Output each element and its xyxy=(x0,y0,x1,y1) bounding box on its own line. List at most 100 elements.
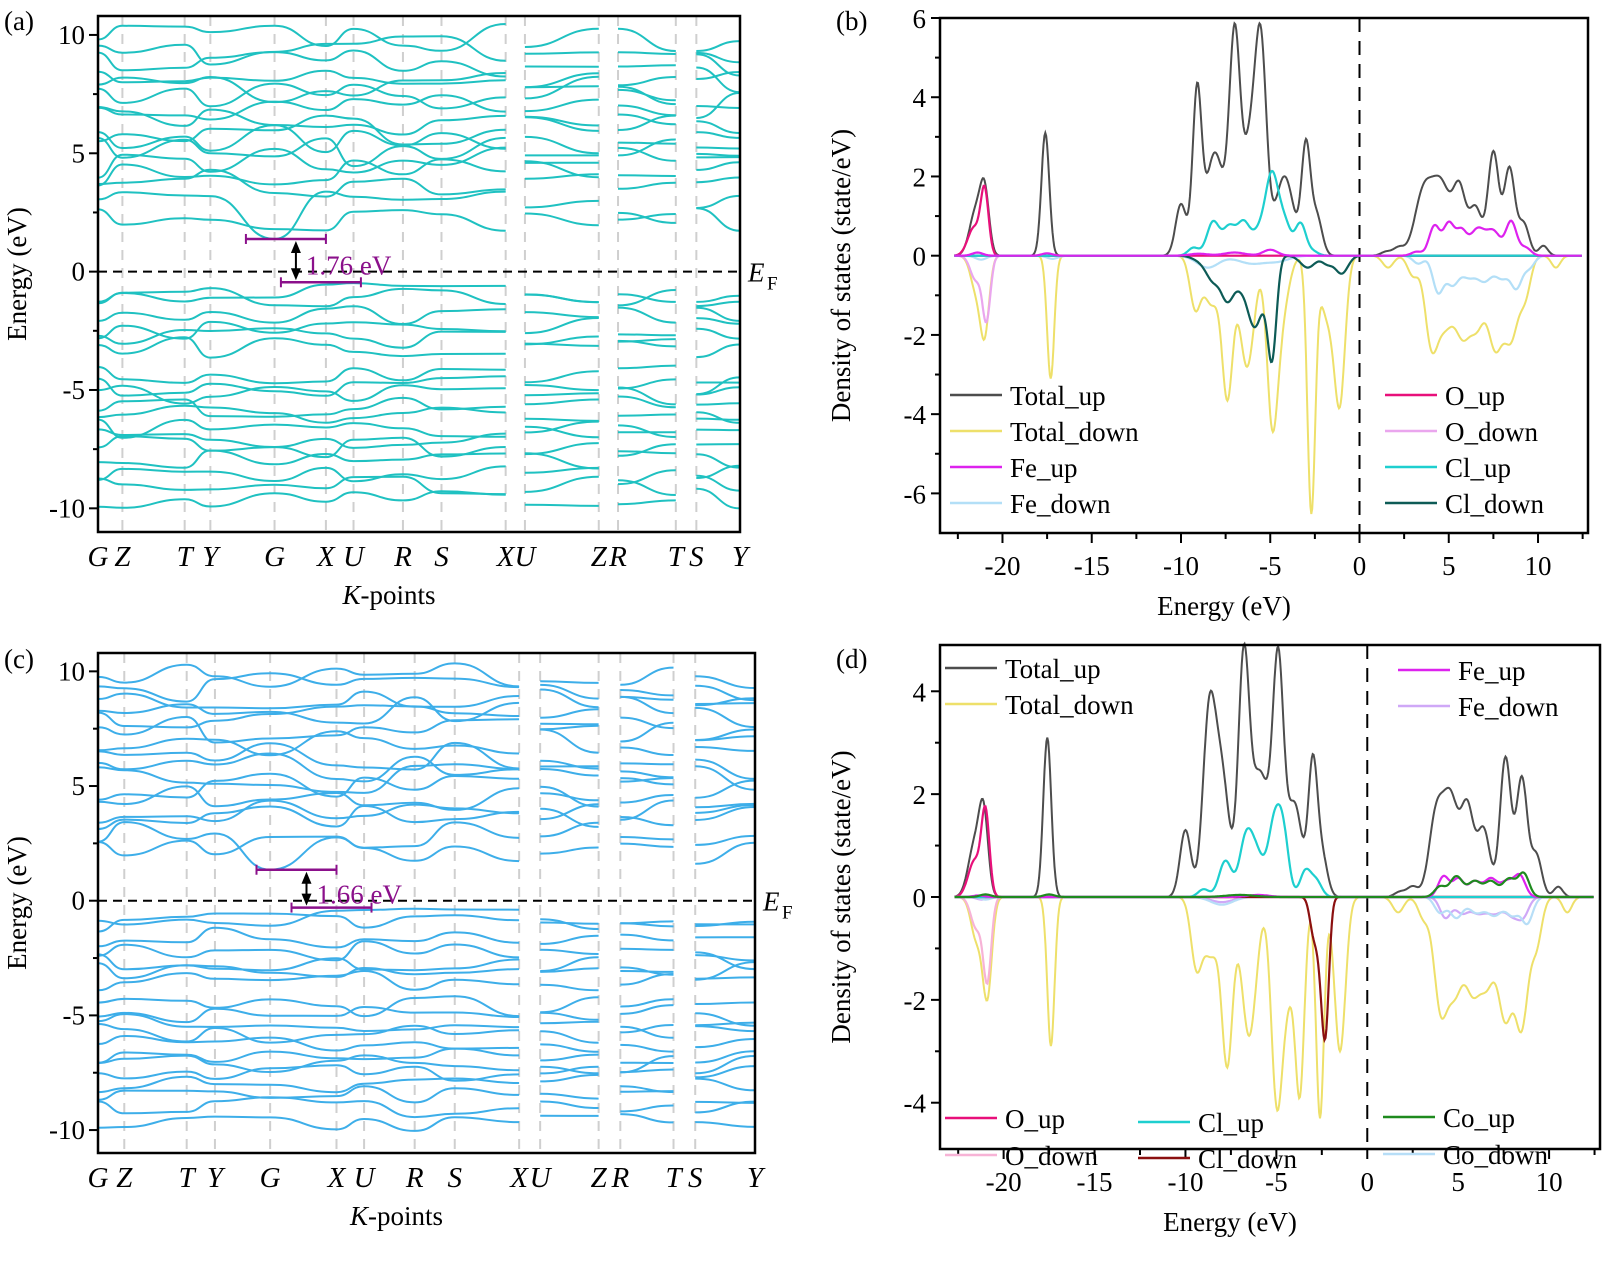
y-tick-label: -5 xyxy=(63,375,86,405)
band-line xyxy=(620,721,674,743)
band-line xyxy=(524,417,599,422)
band-line xyxy=(97,690,520,710)
legend-label: Co_down xyxy=(1443,1140,1549,1170)
dos-curves-group xyxy=(954,641,1594,1119)
band-line xyxy=(97,475,506,496)
band-line xyxy=(695,675,756,689)
x-axis-title: K-points xyxy=(349,1201,443,1231)
band-line xyxy=(97,995,520,1018)
band-line xyxy=(696,53,741,77)
kpoint-label: Z xyxy=(116,1162,133,1194)
band-line xyxy=(540,803,599,821)
band-line xyxy=(696,487,741,510)
band-line xyxy=(97,106,506,136)
band-line xyxy=(696,417,741,421)
legend-label: Fe_up xyxy=(1010,453,1078,483)
gap-arrow-head-down xyxy=(301,893,312,906)
band-line xyxy=(97,94,506,121)
fermi-level-label: E xyxy=(747,258,765,288)
band-line xyxy=(695,976,756,980)
band-gap-label: 1.76 eV xyxy=(306,251,392,281)
legend: O_up O_down Cl_up Cl_down xyxy=(1385,381,1545,519)
band-line xyxy=(540,956,599,972)
bands-group xyxy=(97,23,741,510)
band-line xyxy=(97,23,506,52)
band-line xyxy=(695,1100,756,1104)
band-line xyxy=(617,450,676,455)
band-line xyxy=(617,211,676,224)
band-line xyxy=(695,834,756,846)
band-line xyxy=(97,320,506,340)
band-line xyxy=(97,35,506,66)
dos-curve-fe-down xyxy=(954,254,1582,295)
band-line xyxy=(696,91,741,119)
band-line xyxy=(695,1065,756,1079)
band-line xyxy=(695,728,756,741)
band-line xyxy=(524,116,599,132)
band-line xyxy=(97,146,506,179)
band-line xyxy=(620,836,674,841)
band-line xyxy=(695,1077,756,1092)
band-line xyxy=(540,1065,599,1075)
band-line xyxy=(524,452,599,470)
band-line xyxy=(696,327,741,340)
dos-curve-total-down xyxy=(954,896,1594,1119)
panel-label: (a) xyxy=(4,6,34,36)
band-line xyxy=(695,706,756,729)
band-line xyxy=(524,311,599,319)
y-tick-label: -2 xyxy=(904,321,927,351)
kpoint-label: G xyxy=(88,1162,109,1194)
band-line xyxy=(695,806,756,821)
band-line xyxy=(540,934,599,945)
plot-frame xyxy=(96,651,757,1155)
legend-label: Total_down xyxy=(1010,417,1139,447)
kpoint-label: Z xyxy=(591,541,608,573)
y-tick-label: 0 xyxy=(72,257,86,287)
band-line xyxy=(97,741,520,771)
y-tick-label: 6 xyxy=(913,4,927,34)
kpoint-label: U xyxy=(354,1162,377,1194)
band-line xyxy=(617,213,676,221)
x-axis-title: Energy (eV) xyxy=(1157,591,1291,621)
x-axis-title-italic: K xyxy=(341,580,362,610)
legend-label: Cl_down xyxy=(1445,489,1545,519)
legend: Total_up Total_down xyxy=(945,654,1134,720)
band-line xyxy=(97,208,506,232)
band-line xyxy=(524,384,599,392)
gap-arrow-head-down xyxy=(290,268,301,281)
legend-label: Fe_down xyxy=(1010,489,1111,519)
x-tick-label: -20 xyxy=(984,551,1020,581)
band-line xyxy=(97,72,506,104)
band-line xyxy=(524,398,599,406)
dos-curve-o-down xyxy=(954,254,1582,324)
band-line xyxy=(524,503,599,507)
legend: Total_up Total_down Fe_up Fe_down xyxy=(950,381,1139,519)
band-line xyxy=(695,1050,756,1064)
band-line xyxy=(620,816,674,827)
band-line xyxy=(540,821,599,838)
band-line xyxy=(540,1092,599,1100)
legend: O_up O_down xyxy=(945,1104,1098,1171)
band-line xyxy=(695,765,756,791)
band-line xyxy=(540,792,599,802)
legend: Co_up Co_down xyxy=(1383,1103,1549,1170)
kpoint-label: G xyxy=(260,1162,281,1194)
legend-label: Fe_down xyxy=(1458,692,1559,722)
band-line xyxy=(540,1020,599,1025)
band-line xyxy=(696,207,741,232)
dos-curve-o-down xyxy=(954,895,1594,986)
band-line xyxy=(97,366,506,385)
plot-frame xyxy=(96,14,742,534)
band-line xyxy=(695,779,756,799)
band-line xyxy=(97,428,506,449)
x-tick-label: -5 xyxy=(1259,551,1282,581)
kpoint-label: U xyxy=(530,1162,553,1194)
fermi-level-label: E xyxy=(762,887,780,917)
band-line xyxy=(540,996,599,1014)
x-tick-label: -10 xyxy=(1163,551,1199,581)
band-line xyxy=(696,51,741,64)
band-line xyxy=(97,114,506,146)
x-tick-label: 10 xyxy=(1536,1167,1563,1197)
path-discontinuity-gap xyxy=(601,17,616,531)
